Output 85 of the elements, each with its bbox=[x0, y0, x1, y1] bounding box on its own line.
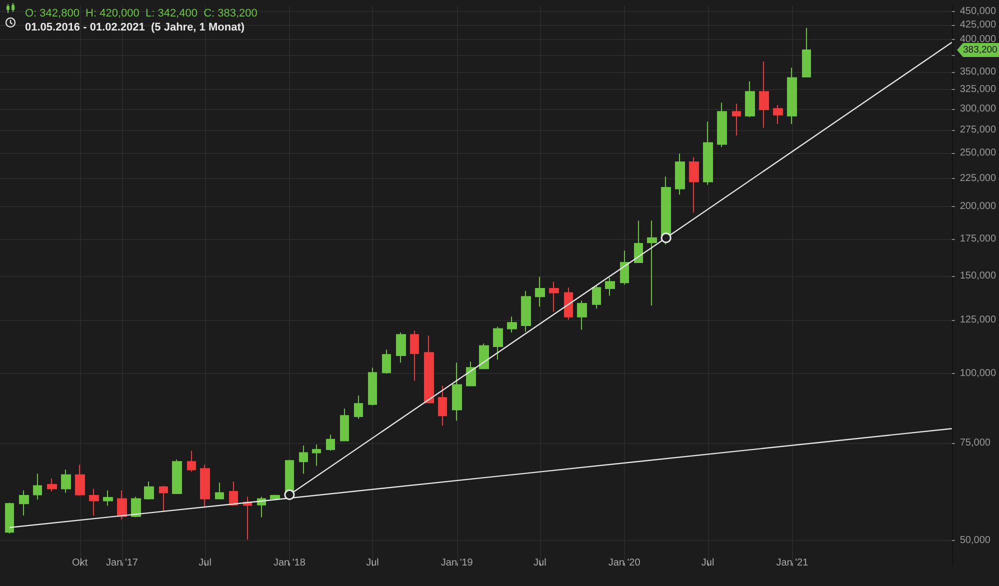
candlestick bbox=[717, 102, 727, 148]
x-tick-label: Jul bbox=[534, 558, 546, 568]
candlestick bbox=[382, 349, 391, 374]
candlestick bbox=[215, 482, 224, 500]
y-tick-label: 125,000 bbox=[960, 314, 996, 326]
candlestick bbox=[103, 490, 113, 506]
candlestick bbox=[466, 361, 476, 386]
text: 01.05.2016 - 01.02.2021 (5 Jahre, 1 Monat) bbox=[25, 22, 245, 34]
candlestick bbox=[172, 459, 182, 494]
x-tick-label: Jan '20 bbox=[608, 558, 641, 568]
candlestick bbox=[89, 488, 99, 516]
y-tick-label: 225,000 bbox=[960, 172, 996, 184]
candlestick bbox=[592, 285, 601, 310]
candlestick bbox=[675, 153, 685, 196]
candlestick bbox=[326, 434, 335, 452]
candlestick bbox=[564, 287, 573, 320]
candlestick bbox=[312, 444, 321, 466]
x-tick-label: Jan '18 bbox=[273, 558, 306, 568]
y-tick-label: 200,000 bbox=[960, 201, 996, 212]
y-tick-label: 100,000 bbox=[960, 368, 996, 380]
x-tick-label: Jan '19 bbox=[440, 558, 474, 568]
candlestick bbox=[549, 281, 559, 312]
y-tick-label: 425,000 bbox=[960, 20, 996, 31]
candlestick bbox=[187, 450, 196, 472]
candlestick bbox=[229, 481, 238, 506]
candlestick bbox=[340, 408, 349, 442]
candlestick bbox=[634, 220, 643, 264]
x-tick-label: Okt bbox=[72, 558, 88, 568]
candlestick bbox=[200, 464, 210, 508]
y-tick-label: 275,000 bbox=[960, 124, 996, 136]
candlestick bbox=[117, 490, 127, 520]
y-tick-label: 300,000 bbox=[960, 103, 996, 114]
candlestick bbox=[410, 330, 419, 382]
x-tick-label: Jan '21 bbox=[776, 558, 809, 568]
y-tick-label: 150,000 bbox=[960, 270, 996, 282]
text: 383,200 bbox=[963, 44, 998, 56]
candlestick bbox=[144, 481, 154, 500]
y-tick-label: 400,000 bbox=[960, 34, 996, 46]
y-tick-label: 350,000 bbox=[960, 66, 996, 78]
candlestick bbox=[773, 104, 783, 125]
candlestick bbox=[507, 316, 517, 334]
candlestick bbox=[438, 385, 447, 426]
chart-title: O: 342,800 H: 420,000 L: 342,400 C: 383,200 bbox=[25, 8, 258, 20]
candlestick bbox=[5, 502, 14, 534]
candlestick bbox=[577, 300, 587, 330]
candlestick bbox=[479, 343, 489, 370]
candlestick bbox=[159, 485, 168, 512]
candlestick bbox=[131, 496, 141, 518]
y-tick-label: 250,000 bbox=[960, 147, 996, 158]
candlestick bbox=[368, 367, 377, 406]
candlestick bbox=[802, 27, 811, 78]
candlestick bbox=[521, 290, 531, 332]
x-tick-label: Jul bbox=[701, 558, 714, 568]
candlestick bbox=[661, 176, 671, 246]
candlestick bbox=[732, 103, 741, 136]
candlestick bbox=[33, 473, 42, 500]
candlestick bbox=[689, 156, 699, 214]
candlestick bbox=[493, 326, 503, 360]
candlestick bbox=[424, 335, 434, 404]
y-tick-label: 50,000 bbox=[960, 535, 991, 546]
candlestick bbox=[745, 80, 755, 118]
candlestick bbox=[19, 490, 29, 516]
candlestick bbox=[605, 277, 615, 296]
candlestick bbox=[620, 250, 629, 286]
candlestick bbox=[535, 276, 545, 308]
candlestick bbox=[396, 332, 406, 364]
candlestick bbox=[75, 464, 85, 496]
candlestick bbox=[354, 395, 363, 420]
candlestick bbox=[47, 478, 57, 492]
x-tick-label: Jan '17 bbox=[106, 558, 138, 568]
candlestick bbox=[759, 60, 769, 128]
candlestick bbox=[243, 496, 252, 540]
candlestick bbox=[703, 121, 713, 186]
candlestick bbox=[299, 445, 308, 474]
candlestick bbox=[647, 220, 657, 306]
candlestick bbox=[270, 494, 280, 500]
y-tick-label: 450,000 bbox=[960, 6, 996, 17]
y-tick-label: 325,000 bbox=[960, 84, 996, 96]
x-tick-label: Jul bbox=[198, 558, 212, 568]
y-tick-label: 175,000 bbox=[960, 233, 996, 244]
candlestick bbox=[452, 362, 462, 422]
y-tick-label: 75,000 bbox=[960, 437, 991, 448]
x-tick-label: Jul bbox=[366, 558, 379, 568]
candlestick bbox=[61, 469, 71, 494]
candlestick bbox=[787, 67, 797, 125]
